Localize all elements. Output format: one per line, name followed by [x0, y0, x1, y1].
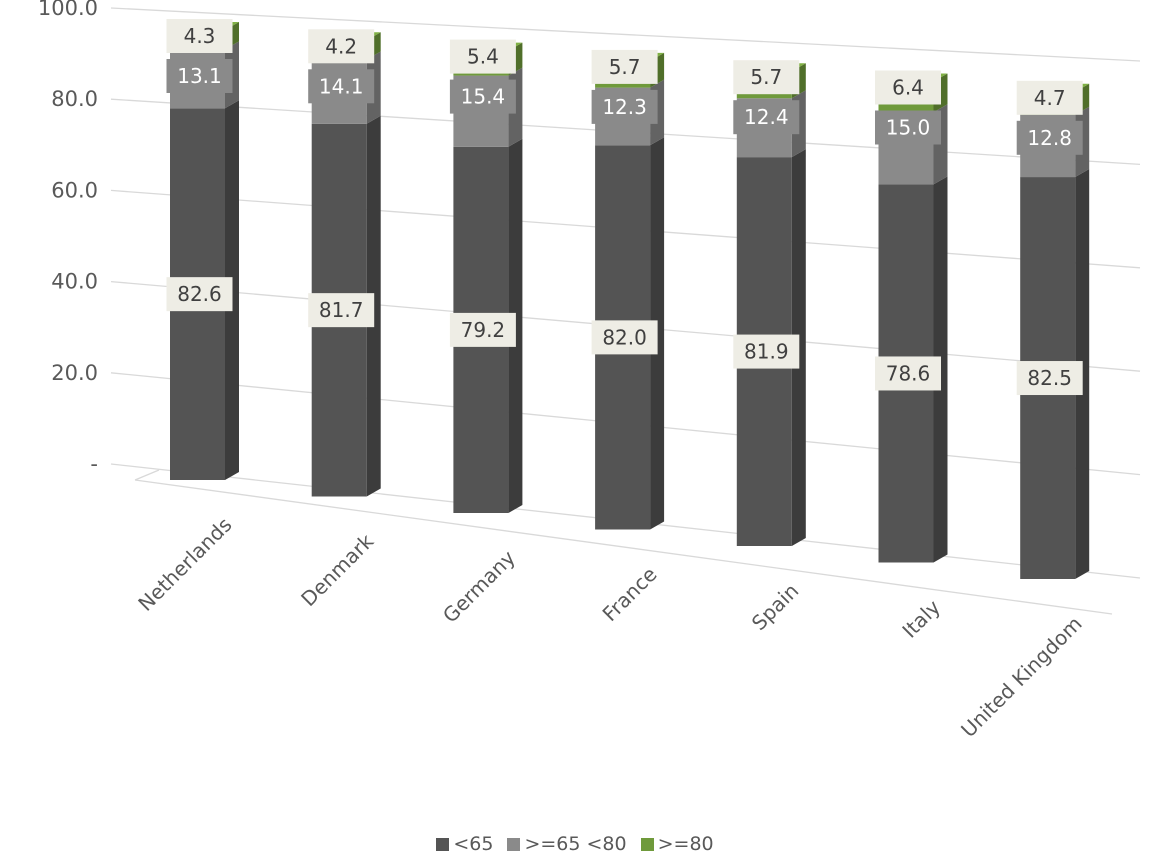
data-label: 14.1 [308, 69, 375, 104]
y-tick-label: 20.0 [51, 361, 98, 385]
legend-item-under-65: <65 [436, 833, 493, 855]
x-tick-label: Germany [438, 545, 520, 627]
bar-stack [595, 52, 665, 530]
data-label-text: 15.4 [461, 85, 506, 109]
x-tick-label: Netherlands [133, 513, 236, 616]
data-label-box [875, 70, 941, 105]
data-label-text: 82.5 [1027, 366, 1072, 390]
legend-label: <65 [453, 833, 494, 855]
gridline [110, 7, 1141, 62]
data-label: 13.1 [166, 59, 233, 93]
data-label-box [875, 110, 941, 145]
floor-side-edge [134, 469, 160, 481]
data-label-box [875, 356, 941, 391]
x-tick-label: Italy [897, 595, 945, 643]
stacked-bar-chart: - 20.0 40.0 60.0 80.0 100.0 82.6 13.1 4.3 81.7 14… [38, 0, 1141, 742]
legend-swatch [640, 837, 654, 851]
data-label-box [166, 277, 233, 312]
data-label-text: 14.1 [319, 74, 364, 98]
data-label-text: 82.0 [602, 325, 647, 349]
data-label-text: 12.8 [1027, 126, 1072, 150]
legend-item-80-plus: >=80 [640, 833, 714, 855]
data-label-box [308, 29, 375, 64]
data-label: 4.2 [308, 29, 375, 64]
data-label-text: 12.3 [602, 95, 647, 119]
floor-edge [134, 479, 1113, 615]
data-label: 81.7 [308, 293, 375, 328]
bar-stack [878, 73, 948, 563]
data-labels: 82.6 13.1 4.3 81.7 14.1 4.2 79.2 15.4 5.4 82.0 12.… [166, 19, 1083, 396]
y-tick-label: 100.0 [38, 0, 98, 20]
data-label: 12.4 [733, 100, 800, 135]
data-label: 81.9 [733, 334, 800, 369]
data-label-text: 4.7 [1034, 86, 1066, 110]
data-label-text: 5.7 [750, 65, 782, 89]
data-label: 5.7 [733, 60, 800, 95]
data-label-box [449, 79, 516, 114]
data-label: 78.6 [875, 356, 941, 391]
data-label: 6.4 [875, 70, 941, 105]
data-label-box [1016, 120, 1083, 155]
y-tick-label: 60.0 [51, 178, 98, 202]
y-tick-label: - [90, 452, 98, 476]
data-label: 12.3 [591, 89, 658, 124]
y-axis-ticks: - 20.0 40.0 60.0 80.0 100.0 [38, 0, 98, 476]
data-label-text: 81.7 [319, 298, 364, 322]
data-label-box [733, 60, 800, 95]
x-tick-label: France [598, 562, 662, 626]
y-tick-label: 40.0 [51, 270, 98, 294]
x-tick-label: Spain [747, 579, 803, 635]
data-label-box [449, 39, 516, 74]
data-label: 4.3 [166, 19, 233, 53]
x-tick-label: United Kingdom [956, 612, 1086, 742]
legend-item-65-to-80: >=65 <80 [507, 833, 627, 855]
data-label-text: 79.2 [461, 318, 506, 342]
data-label-box [591, 89, 658, 124]
y-tick-label: 80.0 [51, 87, 98, 111]
data-label-box [449, 312, 516, 347]
data-label: 15.4 [449, 79, 516, 114]
bar-stack [736, 63, 806, 546]
data-label: 79.2 [449, 312, 516, 347]
data-label: 82.5 [1016, 361, 1083, 396]
data-label: 5.7 [591, 49, 658, 84]
data-label-text: 5.4 [467, 45, 499, 69]
legend-label: >=65 <80 [524, 833, 627, 855]
legend-swatch [507, 837, 521, 851]
data-label: 12.8 [1016, 120, 1083, 155]
data-label: 82.0 [591, 320, 658, 355]
legend: <65 >=65 <80 >=80 [0, 832, 1150, 856]
data-label: 15.0 [875, 110, 941, 145]
data-label-box [1016, 80, 1083, 115]
legend-label: >=80 [657, 833, 714, 855]
data-label-text: 6.4 [892, 76, 924, 100]
legend-swatch [436, 837, 450, 851]
bar-stack [1020, 83, 1090, 579]
data-label: 82.6 [166, 277, 233, 312]
data-label-box [166, 19, 233, 53]
data-label-box [308, 293, 375, 328]
data-label-text: 12.4 [744, 105, 789, 129]
data-label-text: 13.1 [177, 64, 222, 88]
data-label-box [308, 69, 375, 104]
data-label: 4.7 [1016, 80, 1083, 115]
data-label-text: 5.7 [609, 55, 641, 79]
data-label: 5.4 [449, 39, 516, 74]
data-label-box [591, 320, 658, 355]
data-label-box [733, 334, 800, 369]
data-label-box [733, 100, 800, 135]
data-label-text: 82.6 [177, 282, 222, 306]
data-label-box [166, 59, 233, 93]
data-label-text: 4.3 [184, 24, 216, 48]
data-label-text: 15.0 [886, 116, 931, 140]
data-label-box [1016, 361, 1083, 396]
data-label-text: 81.9 [744, 340, 789, 364]
data-label-box [591, 49, 658, 84]
x-tick-label: Denmark [296, 529, 378, 611]
data-label-text: 4.2 [325, 34, 357, 58]
data-label-text: 78.6 [886, 361, 931, 385]
